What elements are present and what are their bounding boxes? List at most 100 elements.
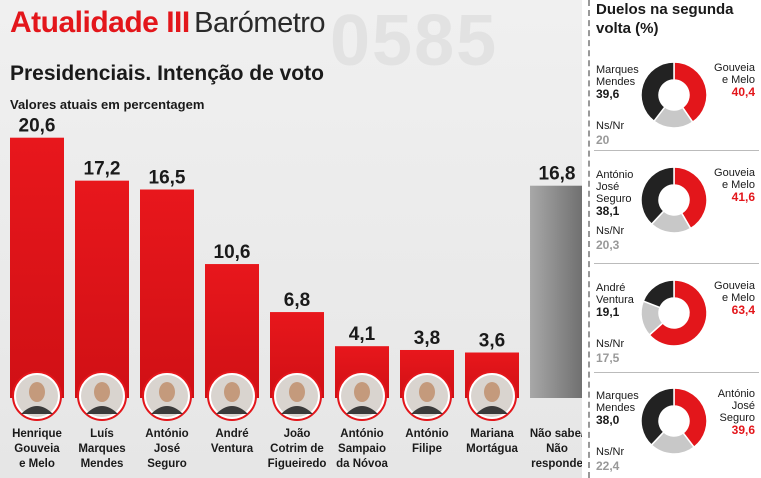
duel-donut xyxy=(640,61,708,129)
duel-donut xyxy=(640,387,708,455)
duel-left-name: Mendes xyxy=(596,402,636,414)
photo-body xyxy=(151,406,183,414)
data-label: 4,1 xyxy=(349,324,376,345)
category-label: responde xyxy=(531,458,582,470)
duel-ns-value: 17,5 xyxy=(596,351,620,365)
photo-head xyxy=(484,382,500,402)
panel-divider xyxy=(588,0,590,478)
duel-left-value: 39,6 xyxy=(596,87,620,101)
duel-slice-left xyxy=(640,387,675,447)
category-label: Não sabe/ xyxy=(530,428,582,440)
chart-subtitle: Valores atuais em percentagem xyxy=(10,97,205,112)
photo-body xyxy=(346,406,378,414)
duel-slice-right xyxy=(673,387,708,449)
category-label: Luís xyxy=(90,428,114,440)
duels-title-line: volta (%) xyxy=(596,20,659,37)
category-label: André xyxy=(215,428,248,440)
photo-body xyxy=(86,406,118,414)
duel-ns-label: Ns/Nr xyxy=(596,446,625,458)
bar xyxy=(10,137,64,398)
photo-body xyxy=(281,406,313,414)
chart-title: Presidenciais. Intenção de voto xyxy=(10,62,324,85)
photo-body xyxy=(411,406,443,414)
photo-body xyxy=(216,406,248,414)
photo-head xyxy=(419,382,435,402)
duel-left-name: André xyxy=(596,282,626,294)
data-label: 16,5 xyxy=(149,168,186,189)
duel-block: Marques Mendes 38,0 António José Seguro 39,6 Ns… xyxy=(592,378,761,474)
category-label: Henrique xyxy=(12,428,62,440)
photo-body xyxy=(21,406,53,414)
duel-right-name: Gouveia xyxy=(714,62,755,74)
category-label: João xyxy=(284,428,311,440)
duel-right-name: Gouveia xyxy=(714,167,755,179)
category-label: Seguro xyxy=(147,458,187,470)
category-label: Mariana xyxy=(470,428,514,440)
data-label: 6,8 xyxy=(284,290,310,311)
duel-separator xyxy=(594,263,759,264)
duel-right-name: Gouveia xyxy=(714,280,755,292)
duel-ns-value: 20,3 xyxy=(596,238,620,252)
bar xyxy=(75,180,129,398)
duel-slice-left xyxy=(640,166,675,226)
duel-left-value: 38,0 xyxy=(596,413,620,427)
bar xyxy=(140,189,194,398)
duel-left-name: Mendes xyxy=(596,76,636,88)
duel-right-name: Seguro xyxy=(719,412,755,424)
category-label: António xyxy=(340,428,383,440)
category-label: Marques xyxy=(78,443,125,455)
data-label: 16,8 xyxy=(539,164,576,185)
duels-panel: Duelos na segunda volta (%) Marques Mende… xyxy=(592,0,761,478)
duel-ns-label: Ns/Nr xyxy=(596,225,625,237)
duel-ns-label: Ns/Nr xyxy=(596,338,625,350)
duel-right-name: António xyxy=(717,388,755,400)
duel-ns-value: 20 xyxy=(596,133,610,147)
duel-donut xyxy=(640,166,708,234)
category-label: Cotrim de xyxy=(270,443,324,455)
category-label: Sampaio xyxy=(338,443,386,455)
section-brand: Atualidade III xyxy=(10,6,190,39)
bar-chart: 20,6 Henrique Gouveia e Melo 17,2 Luís Marques… xyxy=(10,116,582,470)
section-name: Barómetro xyxy=(194,7,326,39)
watermark: 0585 xyxy=(330,1,499,81)
duel-left-name: Seguro xyxy=(596,193,632,205)
category-label: Figueiredo xyxy=(268,458,327,470)
duels-title-line: Duelos na segunda xyxy=(596,1,734,18)
duel-block: António José Seguro 38,1 Gouveia e Melo 41,6 Ns… xyxy=(592,157,761,253)
category-label: Gouveia xyxy=(14,443,60,455)
duel-left-name: António xyxy=(596,169,634,181)
duel-left-value: 19,1 xyxy=(596,305,620,319)
category-label: Filipe xyxy=(412,443,442,455)
data-label: 20,6 xyxy=(19,116,56,137)
duel-left-name: Marques xyxy=(596,64,639,76)
data-label: 3,6 xyxy=(479,331,505,352)
duel-right-value: 41,6 xyxy=(731,190,755,204)
duel-right-value: 40,4 xyxy=(731,85,755,99)
duel-slice-left xyxy=(642,279,675,309)
category-label: António xyxy=(145,428,188,440)
category-label: Não xyxy=(546,443,568,455)
duel-left-value: 38,1 xyxy=(596,204,620,218)
category-label: e Melo xyxy=(19,458,55,470)
duel-block: André Ventura 19,1 Gouveia e Melo 63,4 Ns/Nr 17… xyxy=(592,270,761,366)
duel-slice-right xyxy=(648,279,708,347)
duel-ns-label: Ns/Nr xyxy=(596,120,625,132)
duel-donut xyxy=(640,279,708,347)
data-label: 17,2 xyxy=(84,159,121,180)
photo-head xyxy=(224,382,240,402)
duel-block: Marques Mendes 39,6 Gouveia e Melo 40,4 Ns/Nr 2… xyxy=(592,52,761,148)
duel-left-name: José xyxy=(596,181,620,193)
duels-title: Duelos na segunda volta (%) xyxy=(596,0,734,38)
data-label: 10,6 xyxy=(214,242,251,263)
photo-head xyxy=(94,382,110,402)
duel-right-value: 63,4 xyxy=(731,303,755,317)
duel-ns-value: 22,4 xyxy=(596,459,620,473)
duel-left-name: Marques xyxy=(596,390,639,402)
duel-right-name: e Melo xyxy=(721,74,755,86)
category-label: José xyxy=(154,443,180,455)
duel-right-value: 39,6 xyxy=(731,423,755,437)
page-header: Atualidade III Barómetro xyxy=(10,4,326,47)
photo-head xyxy=(289,382,305,402)
category-label: Mendes xyxy=(81,458,124,470)
duel-right-name: e Melo xyxy=(721,292,755,304)
